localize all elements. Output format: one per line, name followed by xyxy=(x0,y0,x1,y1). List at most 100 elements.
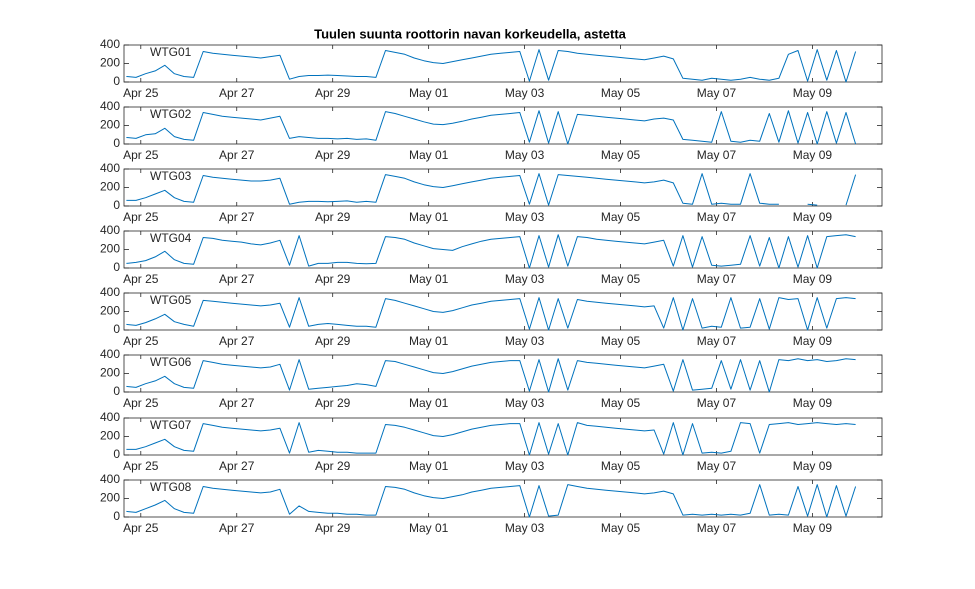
x-tick-label: May 03 xyxy=(505,272,545,286)
x-tick-label: May 01 xyxy=(409,210,449,224)
chart-title: Tuulen suunta roottorin navan korkeudell… xyxy=(314,26,627,41)
y-tick-label: 200 xyxy=(100,366,120,380)
y-tick-label: 0 xyxy=(113,384,120,398)
subplot: 0 200 400 Apr 25 Apr 27 Apr 29 May 01 May 03 May… xyxy=(100,37,883,100)
series-label: WTG02 xyxy=(150,107,192,121)
y-tick-label: 0 xyxy=(113,198,120,212)
x-tick-label: May 05 xyxy=(601,459,641,473)
x-tick-label: May 07 xyxy=(697,396,737,410)
series-label: WTG06 xyxy=(150,355,192,369)
y-tick-label: 400 xyxy=(100,472,120,486)
x-tick-label: Apr 29 xyxy=(315,272,351,286)
subplot: 0 200 400 Apr 25 Apr 27 Apr 29 May 01 May 03 May… xyxy=(100,410,883,473)
x-tick-label: May 05 xyxy=(601,210,641,224)
x-tick-label: Apr 25 xyxy=(123,396,159,410)
x-tick-label: May 03 xyxy=(505,396,545,410)
y-tick-label: 0 xyxy=(113,136,120,150)
series-label: WTG08 xyxy=(150,480,192,494)
x-tick-label: Apr 25 xyxy=(123,86,159,100)
x-tick-label: May 05 xyxy=(601,521,641,535)
x-tick-label: Apr 29 xyxy=(315,396,351,410)
x-tick-label: May 03 xyxy=(505,334,545,348)
subplot: 0 200 400 Apr 25 Apr 27 Apr 29 May 01 May 03 May… xyxy=(100,472,883,535)
plot-area xyxy=(123,230,883,269)
x-tick-label: May 05 xyxy=(601,396,641,410)
y-tick-label: 0 xyxy=(113,322,120,336)
x-tick-label: May 09 xyxy=(793,210,833,224)
x-tick-label: May 09 xyxy=(793,86,833,100)
x-tick-label: May 05 xyxy=(601,148,641,162)
y-tick-label: 400 xyxy=(100,347,120,361)
series-line xyxy=(126,110,857,145)
series-label: WTG01 xyxy=(150,45,192,59)
series-line xyxy=(126,422,856,456)
x-tick-label: Apr 25 xyxy=(123,459,159,473)
plot-area xyxy=(123,417,883,456)
x-tick-label: May 09 xyxy=(793,521,833,535)
x-tick-label: Apr 29 xyxy=(315,210,351,224)
x-tick-label: May 03 xyxy=(505,148,545,162)
x-tick-label: Apr 25 xyxy=(123,210,159,224)
x-tick-label: May 03 xyxy=(505,521,545,535)
x-tick-label: May 09 xyxy=(793,272,833,286)
x-tick-label: May 05 xyxy=(601,272,641,286)
y-tick-label: 200 xyxy=(100,242,120,256)
subplot: 0 200 400 Apr 25 Apr 27 Apr 29 May 01 May 03 May… xyxy=(100,285,883,348)
x-tick-label: Apr 27 xyxy=(219,210,255,224)
y-tick-label: 200 xyxy=(100,491,120,505)
x-tick-label: Apr 27 xyxy=(219,334,255,348)
x-tick-label: May 09 xyxy=(793,148,833,162)
y-tick-label: 0 xyxy=(113,74,120,88)
y-tick-label: 200 xyxy=(100,118,120,132)
x-tick-label: May 05 xyxy=(601,334,641,348)
x-tick-label: May 07 xyxy=(697,459,737,473)
x-tick-label: Apr 29 xyxy=(315,86,351,100)
x-tick-label: May 03 xyxy=(505,86,545,100)
x-tick-label: May 01 xyxy=(409,396,449,410)
y-tick-label: 400 xyxy=(100,161,120,175)
y-tick-label: 400 xyxy=(100,285,120,299)
y-tick-label: 200 xyxy=(100,304,120,318)
series-label: WTG03 xyxy=(150,169,192,183)
x-tick-label: May 05 xyxy=(601,86,641,100)
x-tick-label: Apr 29 xyxy=(315,148,351,162)
x-tick-label: May 01 xyxy=(409,86,449,100)
y-tick-label: 200 xyxy=(100,56,120,70)
x-tick-label: Apr 27 xyxy=(219,459,255,473)
series-label: WTG04 xyxy=(150,231,192,245)
series-line xyxy=(126,297,856,331)
plot-area xyxy=(123,168,883,207)
x-tick-label: Apr 29 xyxy=(315,459,351,473)
x-tick-label: May 07 xyxy=(697,148,737,162)
x-tick-label: May 07 xyxy=(697,210,737,224)
x-tick-label: May 09 xyxy=(793,396,833,410)
x-tick-label: Apr 27 xyxy=(219,148,255,162)
subplot: 0 200 400 Apr 25 Apr 27 Apr 29 May 01 May 03 May… xyxy=(100,161,883,224)
series-line xyxy=(126,173,857,206)
x-tick-label: Apr 25 xyxy=(123,272,159,286)
y-tick-label: 400 xyxy=(100,99,120,113)
y-tick-label: 400 xyxy=(100,223,120,237)
series-line xyxy=(126,484,857,518)
series-line xyxy=(126,358,856,393)
y-tick-label: 200 xyxy=(100,429,120,443)
x-tick-label: May 01 xyxy=(409,272,449,286)
plot-area xyxy=(123,354,883,393)
x-tick-label: Apr 27 xyxy=(219,396,255,410)
x-tick-label: May 07 xyxy=(697,272,737,286)
x-tick-label: Apr 25 xyxy=(123,521,159,535)
y-tick-label: 200 xyxy=(100,180,120,194)
x-tick-label: Apr 25 xyxy=(123,148,159,162)
subplot: 0 200 400 Apr 25 Apr 27 Apr 29 May 01 May 03 May… xyxy=(100,347,883,410)
x-tick-label: May 07 xyxy=(697,86,737,100)
x-tick-label: May 07 xyxy=(697,334,737,348)
x-tick-label: May 07 xyxy=(697,521,737,535)
subplot: 0 200 400 Apr 25 Apr 27 Apr 29 May 01 May 03 May… xyxy=(100,99,883,162)
x-tick-label: May 09 xyxy=(793,459,833,473)
x-tick-label: May 03 xyxy=(505,459,545,473)
y-tick-label: 0 xyxy=(113,447,120,461)
y-tick-label: 0 xyxy=(113,260,120,274)
x-tick-label: Apr 29 xyxy=(315,334,351,348)
subplot: 0 200 400 Apr 25 Apr 27 Apr 29 May 01 May 03 May… xyxy=(100,223,883,286)
